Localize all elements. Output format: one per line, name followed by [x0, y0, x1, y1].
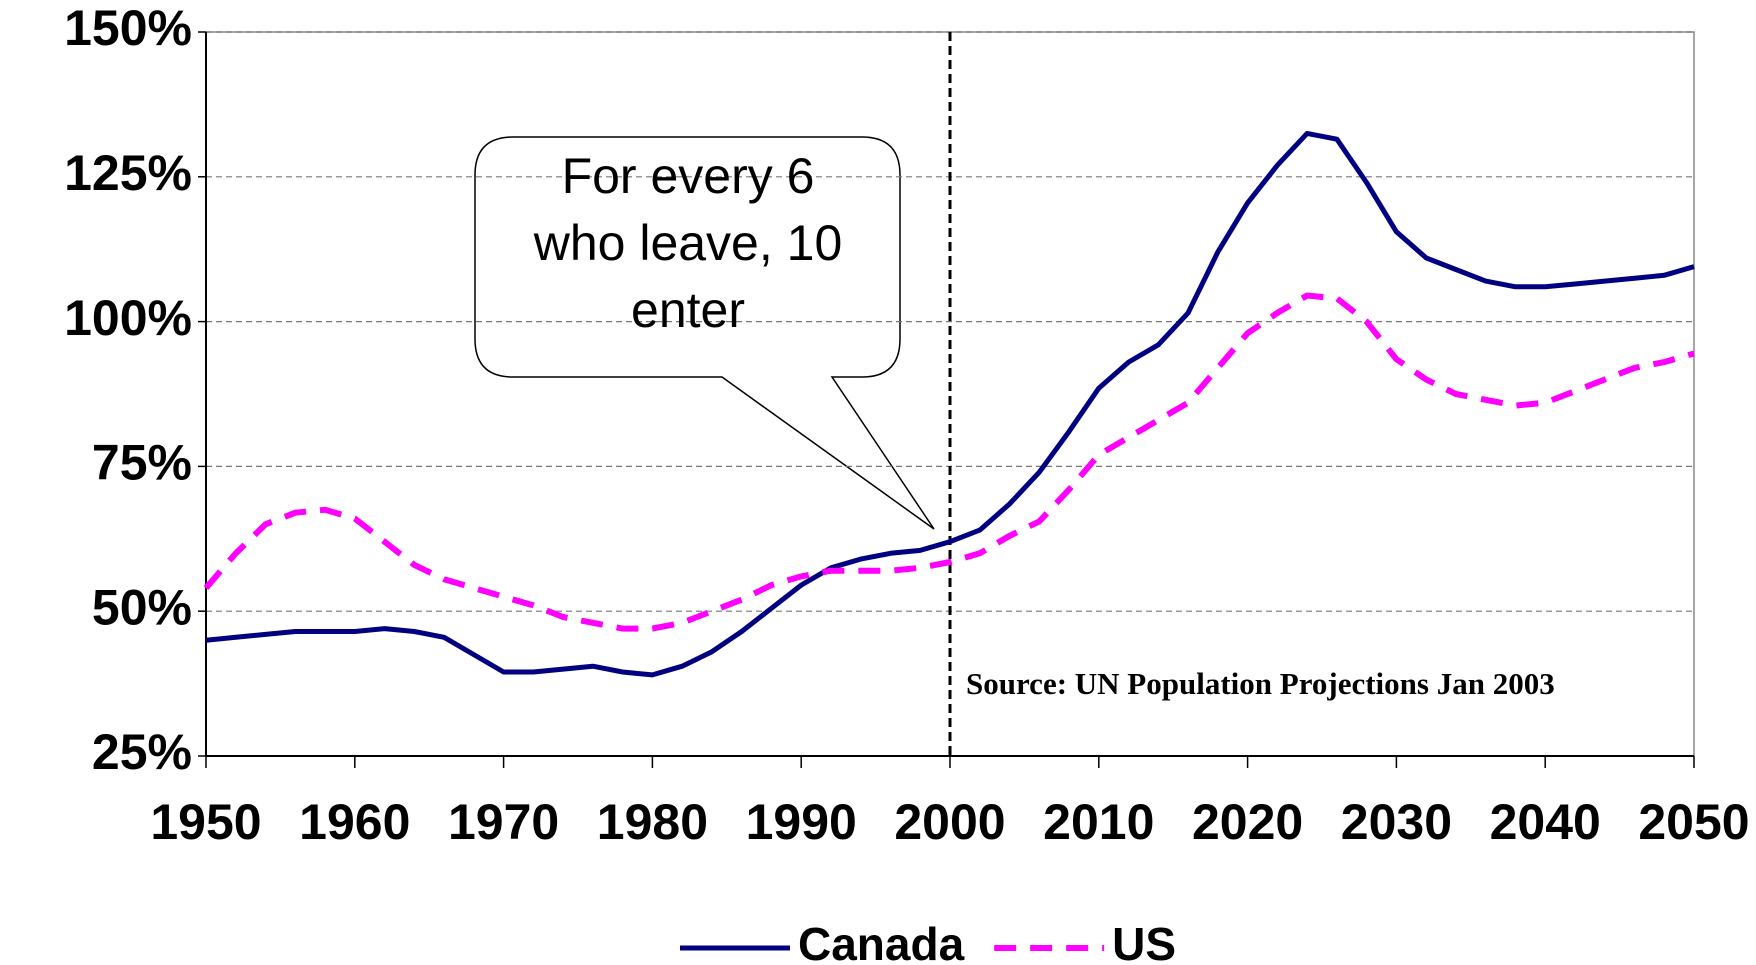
x-tick-label: 2010: [1043, 794, 1154, 850]
x-tick-label: 2040: [1490, 794, 1601, 850]
x-tick-label: 2050: [1638, 794, 1749, 850]
x-tick-label: 2000: [894, 794, 1005, 850]
callout-bubble: [474, 136, 935, 530]
x-tick-label: 2020: [1192, 794, 1303, 850]
x-tick-label: 1970: [448, 794, 559, 850]
legend-label: US: [1112, 918, 1176, 965]
legend-label: Canada: [798, 918, 965, 965]
y-tick-label: 50%: [92, 579, 192, 635]
x-tick-label: 1990: [746, 794, 857, 850]
source-note: Source: UN Population Projections Jan 20…: [966, 666, 1555, 701]
plot-area: [205, 31, 1695, 757]
callout-text: who leave, 10: [533, 215, 843, 271]
legend: Canada US: [680, 918, 1176, 965]
y-tick-label: 125%: [64, 145, 192, 201]
x-tick-label: 1950: [150, 794, 261, 850]
x-tick-label: 2030: [1341, 794, 1452, 850]
series-line: [203, 292, 1695, 632]
callout-text: For every 6: [562, 148, 815, 204]
y-tick-label: 100%: [64, 290, 192, 346]
x-tick-label: 1960: [299, 794, 410, 850]
y-tick-label: 150%: [64, 0, 192, 56]
y-tick-label: 25%: [92, 724, 192, 780]
y-tick-label: 75%: [92, 435, 192, 491]
x-tick-label: 1980: [597, 794, 708, 850]
callout-text: enter: [631, 282, 745, 338]
series-line: [205, 130, 1695, 678]
